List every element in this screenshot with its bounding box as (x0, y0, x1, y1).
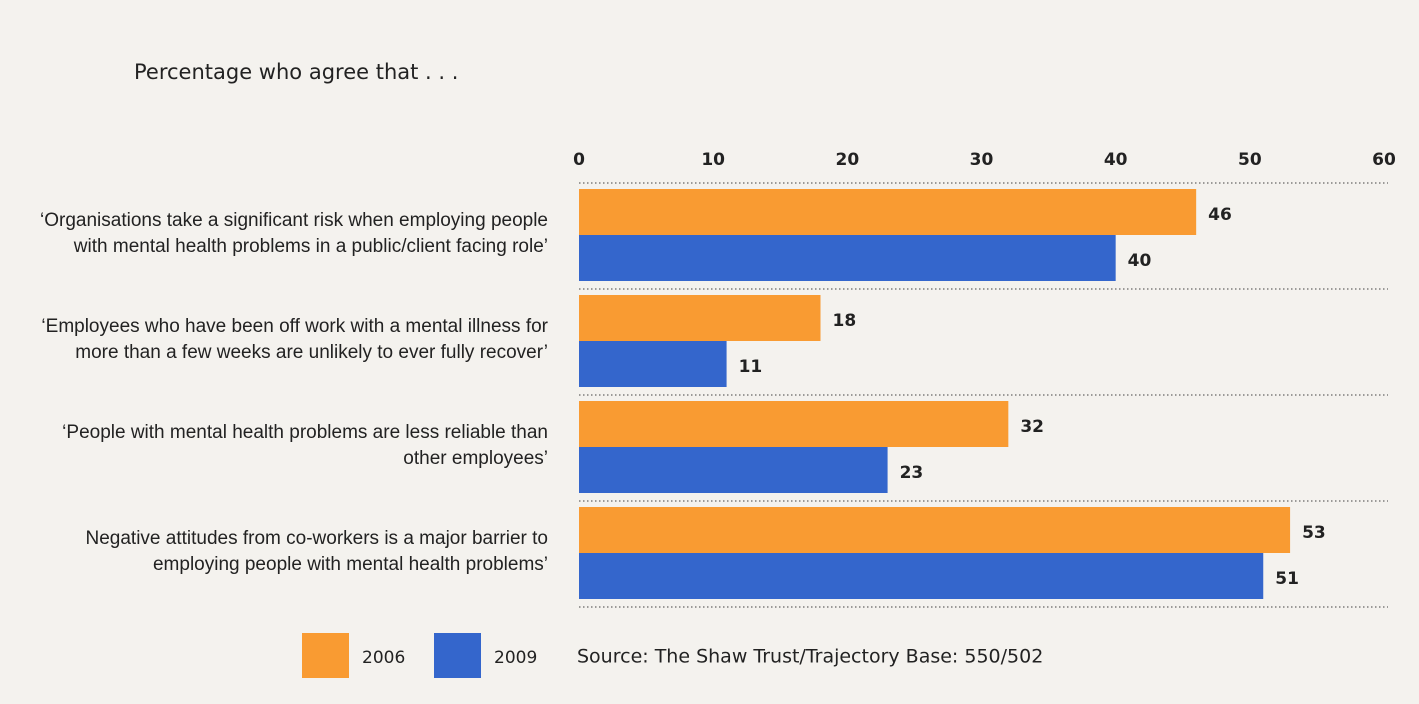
chart-title: Percentage who agree that . . . (134, 60, 458, 84)
x-tick-label: 30 (970, 150, 994, 170)
x-tick-label: 10 (701, 150, 725, 170)
source-note: Source: The Shaw Trust/Trajectory Base: … (577, 646, 1043, 668)
category-label: ‘Organisations take a significant risk w… (40, 210, 548, 257)
x-tick-label: 50 (1238, 150, 1262, 170)
value-label: 11 (739, 357, 763, 377)
x-tick-label: 60 (1372, 150, 1396, 170)
value-label: 18 (833, 311, 857, 331)
legend-label: 2006 (362, 648, 405, 668)
x-tick-label: 0 (573, 150, 585, 170)
category-label: ‘Employees who have been off work with a… (41, 316, 548, 363)
bar (579, 507, 1291, 553)
bar (579, 189, 1197, 235)
value-label: 51 (1275, 569, 1299, 589)
legend-label: 2009 (494, 648, 537, 668)
bar (579, 553, 1264, 599)
value-label: 32 (1020, 417, 1044, 437)
legend-swatch (302, 633, 349, 678)
legend-swatch (434, 633, 481, 678)
x-tick-label: 20 (835, 150, 859, 170)
bar (579, 341, 727, 387)
x-tick-label: 40 (1104, 150, 1128, 170)
value-label: 23 (900, 463, 924, 483)
category-label: Negative attitudes from co-workers is a … (85, 528, 549, 575)
bar (579, 447, 888, 493)
value-label: 40 (1128, 251, 1152, 271)
bar (579, 295, 821, 341)
category-label: ‘People with mental health problems are … (62, 422, 548, 469)
bar (579, 401, 1009, 447)
value-label: 53 (1302, 523, 1326, 543)
value-label: 46 (1208, 205, 1232, 225)
bar (579, 235, 1116, 281)
